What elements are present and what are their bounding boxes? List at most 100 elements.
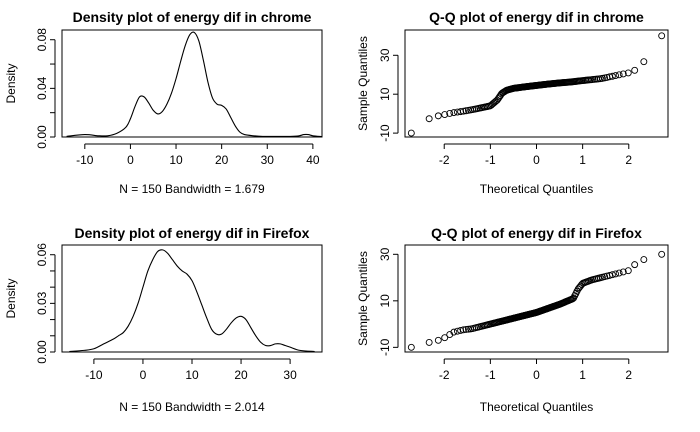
y-tick-label: 10 [378, 87, 392, 101]
qq-firefox-panel: Q-Q plot of energy dif in Firefox-2 -1 0 1 2… [356, 225, 669, 414]
qq-point [640, 256, 648, 263]
x-axis-label: Theoretical Quantiles [480, 400, 593, 414]
chart-title: Density plot of energy dif in Firefox [75, 225, 310, 241]
qq-point [425, 338, 433, 346]
density-chrome-panel: Density plot of energy dif in chrome -10 0… [4, 9, 323, 196]
y-axis: -10 10 30 [378, 247, 399, 356]
qq-point [624, 267, 632, 275]
qq-point [658, 250, 666, 258]
qq-point [631, 261, 639, 269]
qq-point [425, 115, 433, 123]
x-axis-label: N = 150 Bandwidth = 2.014 [119, 400, 265, 414]
x-tick-label: -10 [76, 153, 94, 167]
qq-point [434, 336, 442, 344]
x-tick-label: 0 [533, 153, 540, 167]
qq-point [619, 70, 627, 78]
qq-point [462, 107, 470, 115]
y-axis: 0.00 0.03 0.06 [35, 243, 56, 364]
y-tick-label: 0.04 [35, 76, 49, 100]
plot-frame [404, 244, 669, 353]
y-axis: 0.00 0.04 0.08 [35, 28, 56, 149]
y-tick-label: 30 [378, 48, 392, 62]
chart-title: Density plot of energy dif in chrome [73, 9, 312, 25]
chart-title: Q-Q plot of energy dif in Firefox [431, 225, 642, 241]
y-tick-label: 0.00 [35, 125, 49, 149]
x-tick-label: 2 [625, 153, 632, 167]
x-tick-label: 40 [306, 153, 320, 167]
qq-point [450, 328, 458, 336]
qq-point [407, 343, 415, 351]
x-tick-label: 10 [169, 153, 183, 167]
qq-point [441, 111, 449, 118]
x-tick-label: 2 [625, 368, 632, 382]
plot-frame [404, 29, 669, 138]
qq-chrome-panel: Q-Q plot of energy dif in chrome -2 -1 0 1 2 -… [356, 9, 669, 196]
y-tick-label: -10 [378, 124, 392, 142]
x-axis-label: N = 150 Bandwidth = 1.679 [119, 182, 265, 196]
qq-point [608, 72, 616, 80]
y-tick-label: 0.08 [35, 28, 49, 52]
y-axis-label: Density [4, 63, 18, 103]
qq-point [615, 71, 623, 79]
qq-points [407, 250, 666, 351]
y-tick-label: 30 [378, 247, 392, 261]
qq-point [407, 129, 415, 137]
density-curve [69, 249, 315, 353]
qq-point [450, 109, 458, 117]
qq-point [457, 108, 465, 116]
qq-point [601, 74, 609, 82]
density-firefox-panel: Density plot of energy dif in Firefox -10… [4, 225, 323, 414]
qq-point [459, 107, 467, 115]
x-tick-label: 0 [127, 153, 134, 167]
x-tick-label: 0 [140, 368, 147, 382]
qq-point [624, 69, 632, 77]
qq-point [608, 271, 616, 279]
x-tick-label: 10 [185, 368, 199, 382]
qq-point [446, 110, 454, 117]
x-axis: -10 0 10 20 30 [85, 358, 297, 382]
qq-points [407, 32, 666, 137]
qq-point [612, 72, 619, 80]
x-tick-label: -10 [85, 368, 103, 382]
y-tick-label: 10 [378, 294, 392, 308]
x-tick-label: 30 [283, 368, 297, 382]
qq-point [615, 269, 623, 277]
qq-point [612, 270, 619, 278]
plot-frame [61, 244, 323, 353]
x-tick-label: 20 [215, 153, 229, 167]
x-tick-label: 30 [261, 153, 275, 167]
density-curve [66, 31, 323, 138]
x-tick-label: 1 [579, 368, 586, 382]
x-tick-label: -1 [485, 368, 496, 382]
qq-point [631, 66, 639, 74]
qq-point [457, 326, 465, 334]
x-axis: -2 -1 0 1 2 [439, 143, 632, 167]
qq-point [441, 334, 449, 342]
qq-point [434, 112, 442, 120]
qq-point [619, 268, 627, 276]
qq-point [459, 326, 467, 334]
y-axis-label: Sample Quantiles [356, 251, 370, 346]
y-axis: -10 10 30 [378, 48, 399, 142]
y-tick-label: -10 [378, 338, 392, 356]
x-tick-label: -2 [439, 153, 450, 167]
y-axis-label: Sample Quantiles [356, 36, 370, 131]
x-tick-label: 20 [234, 368, 248, 382]
chart-title: Q-Q plot of energy dif in chrome [429, 9, 644, 25]
y-tick-label: 0.03 [35, 291, 49, 315]
x-axis-label: Theoretical Quantiles [480, 182, 593, 196]
qq-point [658, 32, 666, 40]
plot-frame [61, 29, 323, 138]
y-axis-label: Density [4, 278, 18, 318]
qq-point [492, 97, 500, 105]
x-tick-label: 0 [533, 368, 540, 382]
qq-point [462, 326, 470, 333]
x-axis: -2 -1 0 1 2 [439, 358, 632, 382]
qq-point [640, 58, 648, 66]
x-axis: -10 0 10 20 30 40 [76, 143, 320, 167]
y-tick-label: 0.06 [35, 243, 49, 267]
x-tick-label: 1 [579, 153, 586, 167]
x-tick-label: -2 [439, 368, 450, 382]
y-tick-label: 0.00 [35, 340, 49, 364]
